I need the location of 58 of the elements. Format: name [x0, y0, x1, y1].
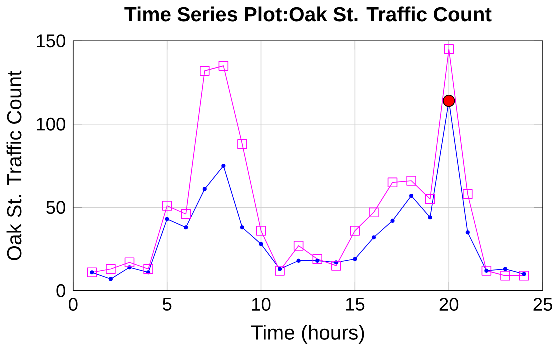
point [184, 226, 188, 230]
point [181, 210, 191, 220]
point [482, 266, 492, 276]
point [202, 187, 207, 192]
point [390, 219, 395, 224]
x-tick-label: 20 [440, 298, 459, 312]
point [275, 266, 285, 276]
x-tick-label: 25 [534, 298, 552, 312]
point [369, 208, 379, 218]
y-tick-label: 0 [56, 284, 66, 298]
point [218, 61, 229, 72]
point [106, 264, 116, 274]
point [200, 66, 210, 76]
point [124, 258, 135, 268]
y-axis-title: Oak St. Traffic Count [6, 70, 22, 260]
point [503, 267, 508, 272]
point [372, 236, 376, 240]
point [238, 140, 248, 150]
point [428, 216, 432, 220]
point [466, 230, 470, 235]
x-tick-label: 15 [346, 298, 365, 312]
x-tick-label: 5 [162, 298, 172, 312]
x-tick-label: 10 [252, 298, 271, 312]
point [312, 254, 322, 264]
point [222, 164, 226, 168]
point [388, 178, 398, 188]
point [353, 257, 358, 262]
point [108, 277, 113, 282]
point [484, 269, 489, 274]
point [410, 194, 414, 198]
point [443, 95, 456, 108]
point [278, 267, 282, 272]
point [350, 226, 360, 236]
point [162, 201, 172, 211]
point [90, 270, 94, 275]
chart-title: Time Series Plot:Oak St. Traffic Count [124, 6, 492, 22]
point [256, 226, 266, 236]
point [296, 259, 301, 264]
y-tick-label: 50 [46, 201, 66, 214]
point [444, 44, 454, 54]
point [332, 261, 342, 271]
point [500, 271, 510, 281]
point [463, 190, 473, 200]
point [87, 268, 98, 278]
point [316, 259, 320, 264]
point [144, 264, 154, 274]
y-tick-label: 150 [37, 34, 66, 48]
point [519, 271, 530, 281]
x-tick-label: 0 [69, 298, 78, 312]
x-axis-title: Time (hours) [251, 325, 364, 344]
point [259, 242, 264, 246]
y-tick-label: 100 [37, 118, 66, 131]
point [406, 176, 416, 186]
point [165, 217, 170, 222]
point [294, 241, 304, 251]
point [425, 194, 436, 204]
point [240, 226, 245, 230]
point [522, 272, 526, 276]
